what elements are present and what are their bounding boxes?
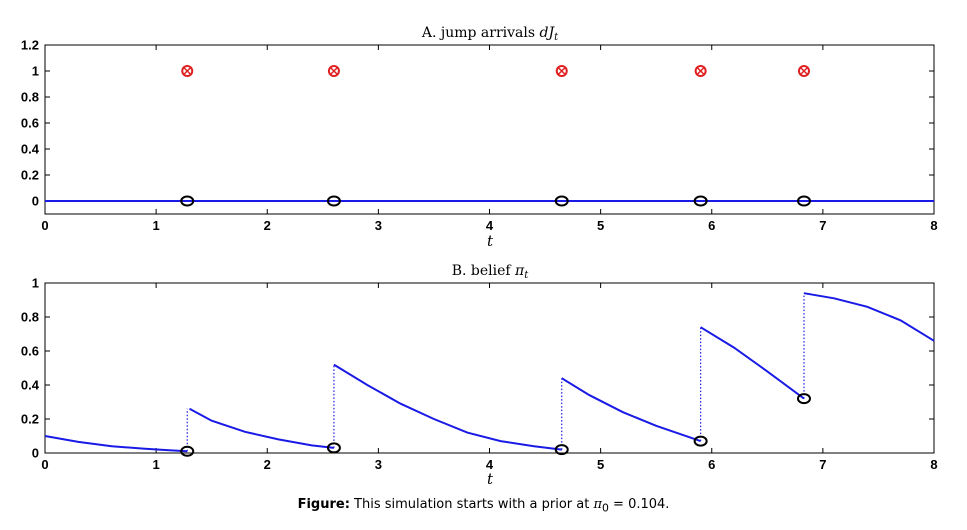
panel-b-xtick-label: 7 — [819, 457, 826, 472]
zero-marker — [326, 195, 341, 207]
panel-b-xtick-label: 4 — [486, 457, 494, 472]
panel-b-xtick-label: 3 — [375, 457, 382, 472]
zero-marker — [554, 195, 569, 207]
panel-b-xtick-label: 6 — [708, 457, 715, 472]
panel-b-xtick-label: 2 — [264, 457, 271, 472]
panel-a-xtick-label: 7 — [819, 218, 826, 233]
panel-a-ytick-label: 1 — [32, 64, 39, 79]
panel-a-xlabel: t — [487, 232, 494, 250]
panel-a-ytick-label: 0.8 — [21, 90, 39, 105]
panel-a-title: A. jump arrivals dJt — [421, 25, 559, 43]
zero-marker — [693, 195, 708, 207]
panel-b-xlabel: t — [487, 470, 494, 488]
panel-b-title: B. belief πt — [452, 263, 530, 281]
panel-b-xtick-label: 5 — [597, 457, 604, 472]
panel-b-ytick-label: 0.2 — [21, 412, 39, 427]
panel-a-plot-frame — [44, 44, 935, 215]
pre-jump-marker — [326, 442, 341, 454]
panel-a-xtick-label: 1 — [153, 218, 160, 233]
panel-b-plot-frame — [44, 282, 935, 454]
belief-segment — [700, 326, 805, 400]
zero-marker — [180, 195, 195, 207]
panel-b-xtick-label: 0 — [41, 457, 48, 472]
jump-marker-cross — [558, 67, 566, 75]
jump-marker-cross — [183, 67, 191, 75]
panel-a-xtick-label: 3 — [375, 218, 382, 233]
jump-marker — [555, 65, 568, 77]
jump-marker — [694, 65, 707, 77]
panel-b-ytick-label: 0 — [32, 446, 39, 461]
figure-caption: Figure: This simulation starts with a pr… — [297, 497, 670, 515]
panel-b-ytick-label: 0.4 — [21, 378, 40, 393]
belief-segment — [803, 292, 935, 342]
jump-marker — [327, 65, 340, 77]
panel-b-data — [44, 292, 935, 457]
panel-b-ytick-label: 1 — [32, 276, 39, 291]
belief-segment — [189, 407, 335, 449]
panel-b-ytick-label: 0.6 — [21, 344, 39, 359]
panel-a-jump-arrivals: A. jump arrivals dJt t 0 1 2 3 4 5 6 7 8 0 0.2 0.4 0… — [21, 25, 938, 250]
panel-a-ytick-label: 0.6 — [21, 116, 39, 131]
jump-marker-cross — [800, 67, 808, 75]
panel-a-xtick-label: 2 — [264, 218, 271, 233]
panel-b-xtick-label: 1 — [153, 457, 160, 472]
panel-a-ytick-label: 0.2 — [21, 168, 39, 183]
pre-jump-marker — [693, 435, 708, 447]
panel-b-ytick-label: 0.8 — [21, 310, 39, 325]
jump-marker — [181, 65, 194, 77]
panel-a-xtick-label: 8 — [930, 218, 937, 233]
jump-marker-cross — [330, 67, 338, 75]
pre-jump-marker — [554, 444, 569, 456]
panel-a-xtick-label: 6 — [708, 218, 715, 233]
panel-a-ytick-label: 1.2 — [21, 38, 39, 53]
panel-a-xtick-label: 5 — [597, 218, 604, 233]
panel-a-ytick-label: 0 — [32, 194, 39, 209]
panel-a-xtick-label: 0 — [41, 218, 48, 233]
belief-segment — [333, 363, 562, 451]
panel-a-data — [45, 65, 934, 207]
zero-marker — [796, 195, 811, 207]
panel-b-belief: B. belief πt t 0 1 2 3 4 5 6 7 8 0 0.2 0.4 0.6 0.8 1 — [21, 263, 938, 488]
pre-jump-marker — [796, 393, 811, 405]
jump-marker — [797, 65, 810, 77]
panel-b-axes: 0 1 2 3 4 5 6 7 8 0 0.2 0.4 0.6 0.8 1 — [21, 276, 938, 473]
panel-a-xtick-label: 4 — [486, 218, 494, 233]
belief-segment — [561, 377, 701, 443]
jump-marker-cross — [697, 67, 705, 75]
panel-a-ytick-label: 0.4 — [21, 142, 40, 157]
pre-jump-marker — [180, 445, 195, 457]
belief-segment — [44, 435, 188, 453]
panel-b-xtick-label: 8 — [930, 457, 937, 472]
